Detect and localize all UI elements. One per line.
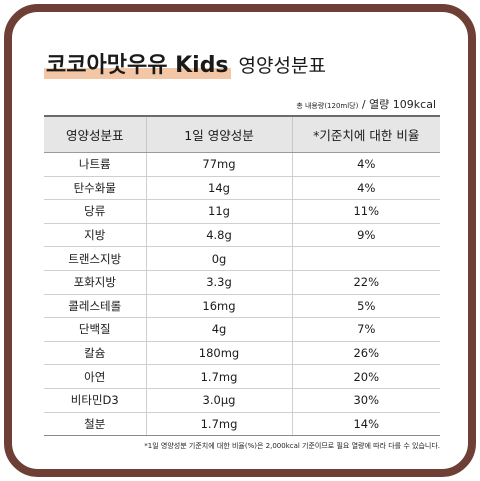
calories-text: 열량 109kcal [369,98,436,111]
nutrient-ratio: 20% [291,364,440,389]
nutrient-name: 콜레스테롤 [44,294,146,319]
nutrient-ratio: 7% [291,317,440,342]
table-row: 지방 4.8g 9% [44,223,440,248]
nutrient-amount: 4g [145,317,292,342]
nutrient-name: 트랜스지방 [44,246,146,271]
nutrient-amount: 180mg [145,341,292,366]
nutrient-ratio: 14% [291,412,440,437]
nutrient-name: 당류 [44,199,146,224]
serving-separator: / [358,98,370,111]
nutrient-amount: 3.0μg [145,388,292,413]
nutrient-name: 지방 [44,223,146,248]
nutrient-name: 포화지방 [44,270,146,295]
nutrient-name: 탄수화물 [44,176,146,201]
footnote: *1일 영양성분 기준치에 대한 비율(%)은 2,000kcal 기준이므로 … [144,442,440,450]
table-row: 나트륨 77mg 4% [44,152,440,177]
nutrient-ratio: 30% [291,388,440,413]
serving-info: 총 내용량(120ml당) / 열량 109kcal [296,96,436,112]
nutrient-name: 단백질 [44,317,146,342]
nutrient-name: 비타민D3 [44,388,146,413]
table-row: 철분 1.7mg 14% [44,412,440,437]
table-row: 칼슘 180mg 26% [44,341,440,366]
nutrient-ratio [291,246,440,271]
nutrient-name: 칼슘 [44,341,146,366]
nutrient-amount: 1.7mg [145,412,292,437]
nutrient-ratio: 26% [291,341,440,366]
nutrient-amount: 3.3g [145,270,292,295]
table-row: 비타민D3 3.0μg 30% [44,388,440,413]
nutrition-table: 영양성분표 1일 영양성분 *기준치에 대한 비율 나트륨 77mg 4% 탄수화물 1… [44,115,440,437]
nutrient-amount: 4.8g [145,223,292,248]
nutrient-amount: 11g [145,199,292,224]
nutrient-amount: 0g [145,246,292,271]
table-row: 트랜스지방 0g [44,246,440,271]
nutrient-amount: 14g [145,176,292,201]
nutrient-name: 아연 [44,364,146,389]
table-row: 탄수화물 14g 4% [44,176,440,201]
nutrient-ratio: 4% [291,152,440,177]
table-row: 당류 11g 11% [44,199,440,224]
title-block: 코코아맛우유 Kids 영양성분표 [44,49,326,79]
nutrient-ratio: 5% [291,294,440,319]
table-row: 콜레스테롤 16mg 5% [44,294,440,319]
table-header-row: 영양성분표 1일 영양성분 *기준치에 대한 비율 [44,115,440,153]
nutrient-ratio: 4% [291,176,440,201]
title-subtitle: 영양성분표 [238,55,326,77]
table-row: 단백질 4g 7% [44,317,440,342]
nutrient-amount: 1.7mg [145,364,292,389]
nutrient-name: 철분 [44,412,146,437]
nutrient-ratio: 11% [291,199,440,224]
header-nutrient: 영양성분표 [44,115,146,153]
table-row: 포화지방 3.3g 22% [44,270,440,295]
nutrient-ratio: 22% [291,270,440,295]
nutrient-amount: 77mg [145,152,292,177]
header-amount: 1일 영양성분 [145,115,292,153]
table-row: 아연 1.7mg 20% [44,364,440,389]
nutrient-ratio: 9% [291,223,440,248]
header-ratio: *기준치에 대한 비율 [291,115,440,153]
nutrient-name: 나트륨 [44,152,146,177]
serving-size: 총 내용량(120ml당) [296,102,359,110]
product-title: 코코아맛우유 Kids [44,53,231,79]
nutrient-amount: 16mg [145,294,292,319]
